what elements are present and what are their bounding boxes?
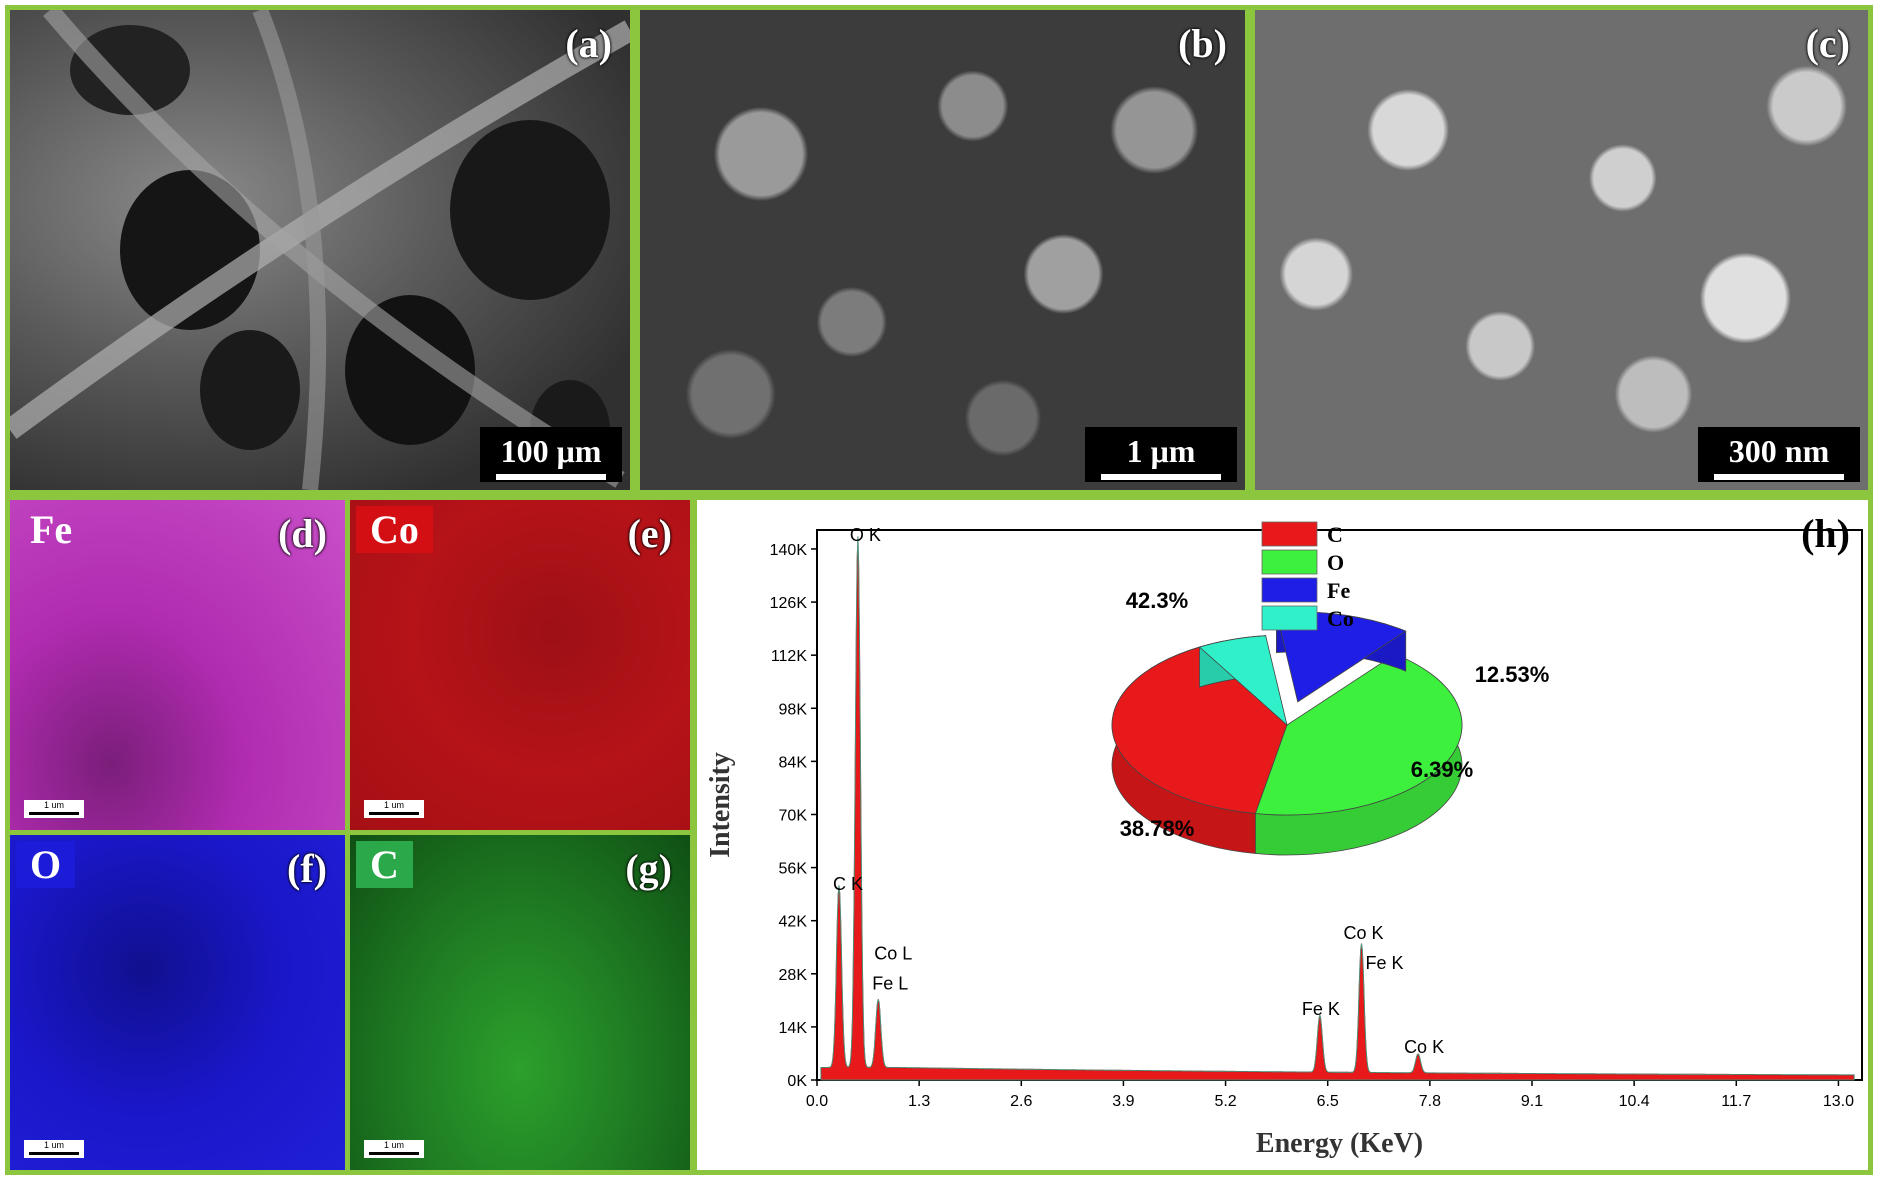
y-tick-label: 140K: [770, 542, 808, 559]
mini-scale-e-text: 1 um: [383, 800, 404, 810]
scalebar-c-text: 300 nm: [1728, 433, 1830, 469]
panel-label-h: (h): [1801, 511, 1850, 556]
peak-label: Co K: [1404, 1037, 1444, 1057]
y-tick-label: 98K: [779, 701, 808, 718]
y-tick-label: 112K: [771, 648, 808, 665]
x-tick-label: 0.0: [806, 1093, 828, 1110]
sem-panel-a: (a) 100 μm: [5, 5, 635, 495]
pie-slice-c: [1111, 646, 1288, 814]
element-tag-o: O: [16, 841, 76, 888]
scalebar-b: 1 μm: [1085, 427, 1237, 482]
legend-swatch-o: [1261, 549, 1318, 575]
x-axis-label: Energy (KeV): [1256, 1128, 1423, 1159]
scalebar-a: 100 μm: [480, 427, 622, 482]
map-panel-co: Co (e) 1 um: [345, 495, 695, 835]
panel-label-c: (c): [1805, 21, 1850, 66]
legend-label-fe: Fe: [1327, 578, 1350, 603]
y-tick-label: 70K: [779, 807, 808, 824]
element-tag-fe: Fe: [30, 507, 73, 552]
y-tick-label: 84K: [779, 754, 808, 771]
pie-slice-o: [1254, 653, 1463, 816]
mini-scale-g: 1 um: [364, 1140, 424, 1158]
legend-label-co: Co: [1327, 606, 1354, 631]
y-tick-label: 14K: [779, 1020, 808, 1037]
spectrum-outline: [820, 536, 1855, 1081]
map-panel-fe: Fe (d) 1 um: [5, 495, 350, 835]
peak-label: O K: [850, 525, 881, 545]
y-tick-label: 126K: [770, 595, 808, 612]
panel-label-a: (a): [565, 21, 612, 66]
map-panel-c: C (g) 1 um: [345, 830, 695, 1175]
peak-label: Co L: [874, 944, 912, 964]
element-tag-co: Co: [356, 506, 433, 553]
element-tag-c: C: [356, 841, 413, 888]
x-tick-label: 11.7: [1721, 1093, 1751, 1110]
pie-label-fe: 12.53%: [1475, 662, 1550, 687]
y-tick-label: 0K: [787, 1073, 807, 1090]
mini-scale-g-text: 1 um: [383, 1140, 404, 1150]
y-tick-label: 28K: [779, 967, 808, 984]
x-tick-label: 9.1: [1521, 1093, 1543, 1110]
y-tick-label: 42K: [779, 914, 808, 931]
sem-panel-c: (c) 300 nm: [1250, 5, 1873, 495]
x-tick-label: 6.5: [1317, 1093, 1339, 1110]
panel-label-g: (g): [625, 846, 672, 891]
x-tick-label: 2.6: [1010, 1093, 1032, 1110]
scalebar-c: 300 nm: [1698, 427, 1860, 482]
legend-swatch-co: [1261, 605, 1318, 631]
panel-label-f: (f): [287, 846, 327, 891]
x-tick-label: 13.0: [1823, 1093, 1854, 1110]
x-tick-label: 7.8: [1419, 1093, 1441, 1110]
peak-label: Co K: [1344, 923, 1384, 943]
y-tick-label: 56K: [779, 861, 808, 878]
x-tick-label: 3.9: [1112, 1093, 1134, 1110]
legend-label-o: O: [1327, 550, 1344, 575]
legend-swatch-c: [1261, 521, 1318, 547]
scalebar-a-text: 100 μm: [500, 433, 602, 469]
sem-panel-b: (b) 1 μm: [635, 5, 1250, 495]
map-panel-o: O (f) 1 um: [5, 830, 350, 1175]
mini-scale-f: 1 um: [24, 1140, 84, 1158]
mini-scale-d: 1 um: [24, 800, 84, 818]
legend-swatch-fe: [1261, 577, 1318, 603]
panel-label-d: (d): [278, 511, 327, 556]
mini-scale-e: 1 um: [364, 800, 424, 818]
panel-label-b: (b): [1178, 21, 1227, 66]
x-tick-label: 1.3: [908, 1093, 930, 1110]
peak-label: Fe K: [1302, 999, 1340, 1019]
eds-chart-panel: (h) 0K 14K 28K 42K 56K 70K 84K 98K 112K 126K 140K 0…: [692, 495, 1873, 1175]
peak-label: Fe L: [872, 974, 908, 994]
eds-chart: 0K 14K 28K 42K 56K 70K 84K 98K 112K 126K 140K 0.0 1.…: [705, 521, 1863, 1159]
pie-label-co: 6.39%: [1411, 757, 1473, 782]
sem-image-a: [10, 10, 630, 490]
x-tick-label: 5.2: [1214, 1093, 1236, 1110]
y-axis-label: Intensity: [705, 752, 736, 858]
mini-scale-d-text: 1 um: [43, 800, 64, 810]
peak-label: C K: [833, 874, 863, 894]
panel-label-e: (e): [627, 511, 672, 556]
pie-slice-co: [1198, 635, 1288, 727]
legend-label-c: C: [1327, 522, 1343, 547]
pie-label-o: 42.3%: [1126, 588, 1188, 613]
pie-label-c: 38.78%: [1120, 816, 1195, 841]
scalebar-b-text: 1 μm: [1126, 433, 1196, 469]
mini-scale-f-text: 1 um: [43, 1140, 64, 1150]
x-tick-label: 10.4: [1619, 1093, 1650, 1110]
peak-label: Fe K: [1366, 953, 1404, 973]
